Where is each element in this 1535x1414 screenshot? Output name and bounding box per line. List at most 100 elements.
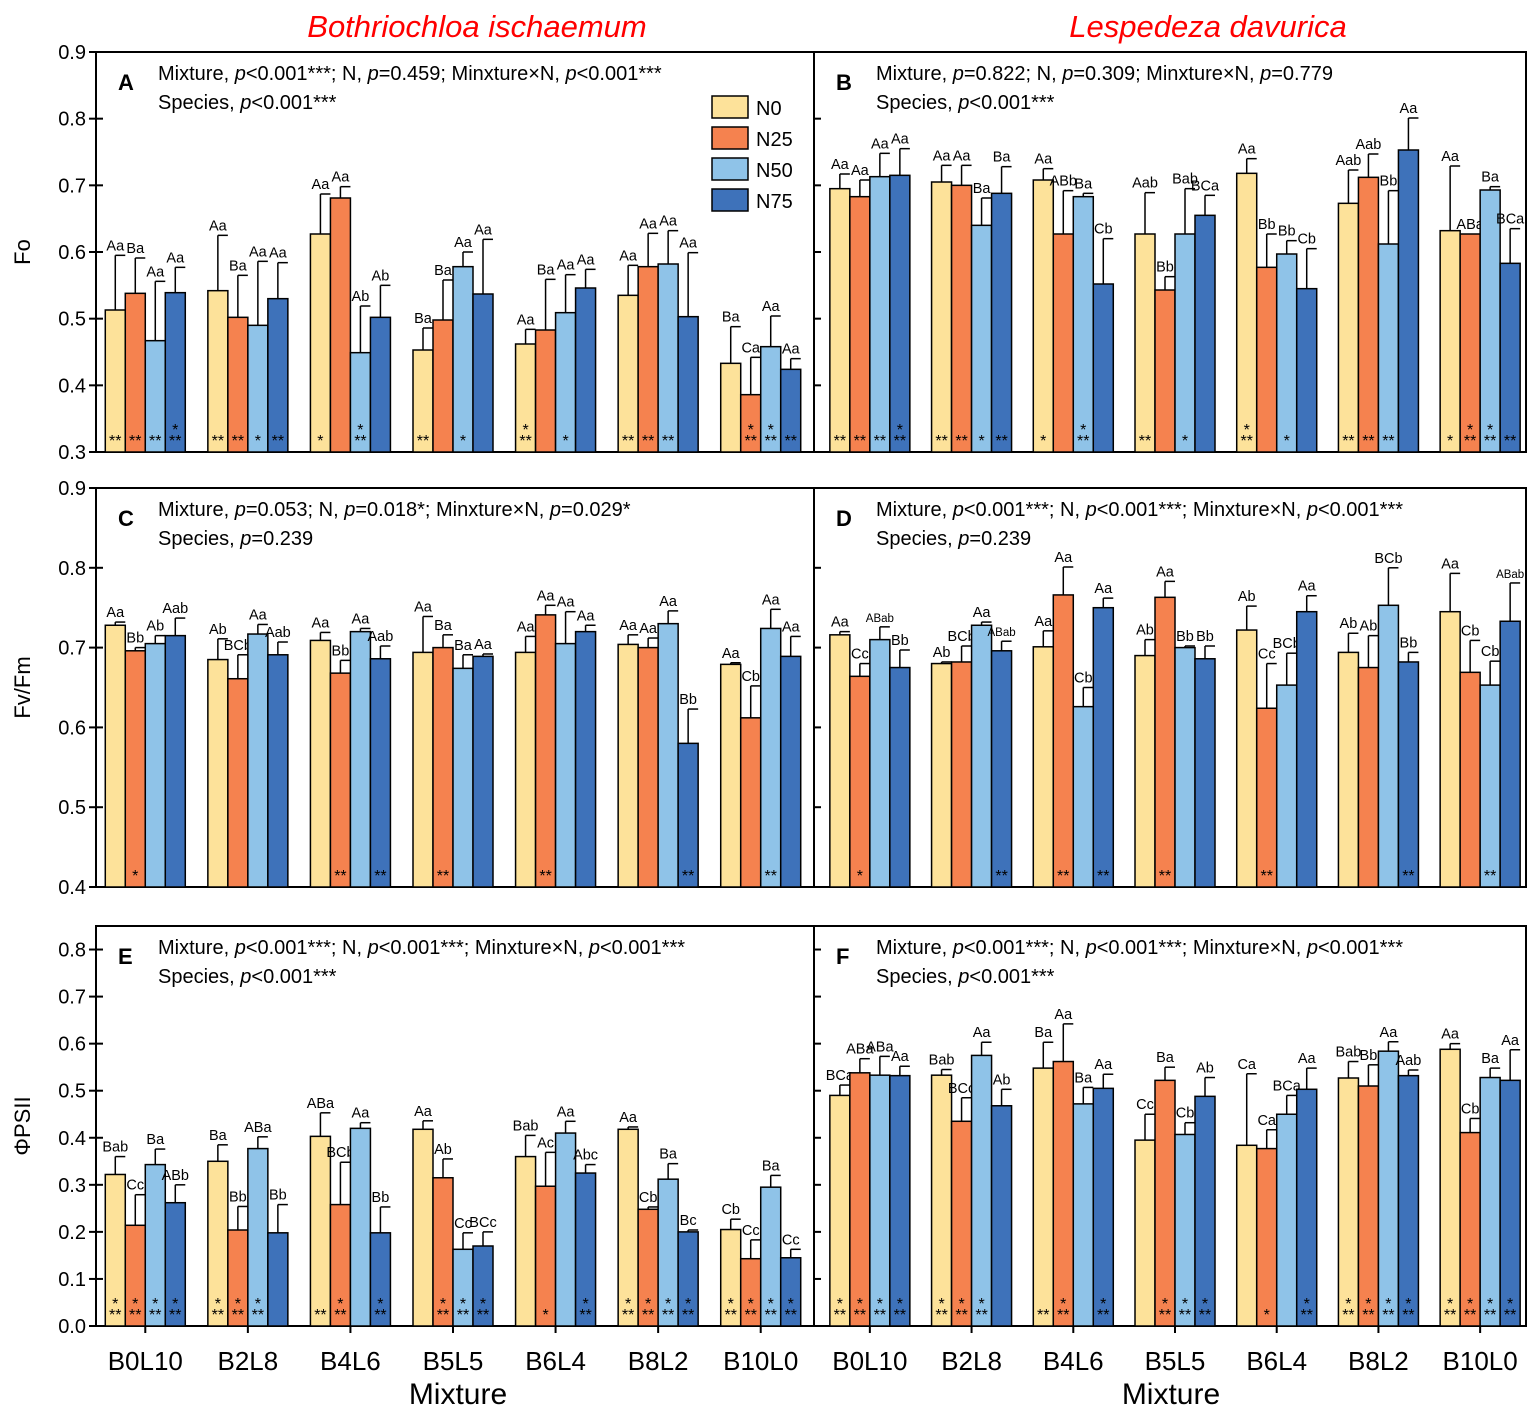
asterisk-mark: * bbox=[317, 433, 323, 450]
bar-n0 bbox=[412, 651, 434, 888]
x-tick-label: B5L5 bbox=[1145, 1346, 1206, 1376]
y-tick-label: 0.5 bbox=[58, 1081, 86, 1103]
significance-label: Aa bbox=[249, 607, 268, 623]
bar-n25 bbox=[1154, 596, 1176, 888]
significance-label: Aa bbox=[557, 258, 576, 274]
panel-letter: C bbox=[118, 506, 134, 531]
asterisk-mark: * bbox=[255, 433, 261, 450]
bar-n75 bbox=[1397, 1074, 1420, 1327]
asterisk-mark: ** bbox=[834, 1307, 846, 1324]
stats-line-2: Species, p<0.001*** bbox=[158, 92, 337, 114]
significance-label: BCc bbox=[469, 1215, 496, 1231]
significance-label: Aa bbox=[209, 218, 228, 234]
bar-n25 bbox=[739, 717, 762, 888]
significance-label: ABb bbox=[162, 1168, 189, 1184]
asterisk-mark: ** bbox=[682, 868, 694, 885]
asterisk-mark: * bbox=[1162, 1296, 1168, 1313]
panel-letter: A bbox=[118, 70, 134, 95]
significance-label: Aa bbox=[474, 637, 493, 653]
significance-label: Aa bbox=[639, 216, 658, 232]
asterisk-mark: ** bbox=[834, 433, 846, 450]
bar-n0 bbox=[1439, 1048, 1461, 1327]
stats-line-2: Species, p<0.001*** bbox=[158, 966, 337, 988]
asterisk-mark: ** bbox=[457, 1307, 469, 1324]
bar-n0 bbox=[1032, 179, 1055, 453]
asterisk-mark: ** bbox=[894, 1307, 906, 1324]
significance-label: Aab bbox=[1356, 137, 1382, 153]
bar-n25 bbox=[1052, 1060, 1075, 1327]
asterisk-mark: ** bbox=[1484, 433, 1496, 450]
x-tick-label: B0L10 bbox=[832, 1346, 907, 1376]
bar-n25 bbox=[124, 292, 147, 453]
asterisk-mark: ** bbox=[354, 433, 366, 450]
asterisk-mark: ** bbox=[1342, 1307, 1354, 1324]
bar-n50 bbox=[657, 622, 679, 888]
asterisk-mark: ** bbox=[894, 433, 906, 450]
asterisk-mark: ** bbox=[662, 433, 674, 450]
significance-label: Ba bbox=[722, 310, 741, 326]
significance-label: Aa bbox=[639, 621, 658, 637]
bar-n75 bbox=[1295, 610, 1318, 888]
asterisk-mark: ** bbox=[995, 433, 1007, 450]
significance-label: Aa bbox=[517, 619, 536, 635]
significance-label: Ba bbox=[762, 1158, 781, 1174]
bar-n75 bbox=[889, 1074, 911, 1327]
asterisk-mark: ** bbox=[334, 1307, 346, 1324]
significance-label: ABab bbox=[988, 627, 1016, 639]
significance-label: Ba bbox=[146, 1132, 165, 1148]
asterisk-mark: * bbox=[337, 1296, 343, 1313]
bar-n50 bbox=[1174, 646, 1196, 888]
x-tick-label: B2L8 bbox=[941, 1346, 1002, 1376]
significance-label: Ac bbox=[537, 1135, 554, 1151]
panel-c: 0.4 0.5 0.6 0.7 0.8 0.9 Fv/Fm C Mixture, p=0.053… bbox=[10, 478, 815, 899]
asterisk-mark: ** bbox=[622, 1307, 634, 1324]
asterisk-mark: * bbox=[1365, 1296, 1371, 1313]
asterisk-mark: * bbox=[1182, 1296, 1188, 1313]
asterisk-mark: * bbox=[1244, 422, 1250, 439]
significance-label: Cc bbox=[126, 1178, 144, 1194]
bar-n75 bbox=[1092, 283, 1115, 453]
bar-n0 bbox=[1439, 229, 1461, 453]
significance-label: Bb bbox=[372, 1190, 390, 1206]
asterisk-mark: * bbox=[1467, 1296, 1473, 1313]
bar-n0 bbox=[1337, 651, 1360, 888]
asterisk-mark: * bbox=[1060, 1296, 1066, 1313]
bar-n50 bbox=[970, 1054, 993, 1327]
significance-label: Aa bbox=[352, 611, 371, 627]
significance-label: Aa bbox=[831, 615, 850, 631]
x-tick-label: B2L8 bbox=[217, 1346, 278, 1376]
asterisk-mark: * bbox=[837, 1296, 843, 1313]
significance-label: Aa bbox=[1034, 614, 1053, 630]
significance-label: Aa bbox=[537, 588, 556, 604]
bar-n25 bbox=[637, 265, 659, 453]
y-tick-label: 0.5 bbox=[58, 797, 86, 819]
bar-n0 bbox=[930, 1074, 953, 1327]
stats-line-1: Mixture, p<0.001***; N, p<0.001***; Minx… bbox=[876, 499, 1403, 521]
asterisk-mark: * bbox=[857, 868, 863, 885]
asterisk-mark: * bbox=[748, 422, 754, 439]
y-tick-label: 0.8 bbox=[58, 940, 86, 962]
bar-n25 bbox=[124, 650, 147, 888]
bar-n50 bbox=[869, 1074, 891, 1327]
significance-label: Aa bbox=[659, 214, 678, 230]
bar-n75 bbox=[472, 655, 494, 888]
asterisk-mark: * bbox=[1304, 1296, 1310, 1313]
asterisk-mark: ** bbox=[374, 1307, 386, 1324]
asterisk-mark: ** bbox=[1159, 1307, 1171, 1324]
significance-label: Aa bbox=[891, 1049, 910, 1065]
bar-n75 bbox=[1194, 214, 1216, 453]
significance-label: Ba bbox=[414, 311, 433, 327]
significance-label: Aa bbox=[722, 646, 741, 662]
asterisk-mark: ** bbox=[437, 868, 449, 885]
bar-n0 bbox=[1032, 646, 1055, 888]
asterisk-mark: ** bbox=[622, 433, 634, 450]
significance-label: Bab bbox=[513, 1118, 539, 1134]
bar-n0 bbox=[1439, 610, 1461, 888]
x-tick-label: B4L6 bbox=[320, 1346, 381, 1376]
bar-n50 bbox=[970, 224, 993, 453]
significance-label: Ba bbox=[209, 1128, 228, 1144]
asterisk-mark: * bbox=[625, 1296, 631, 1313]
significance-label: BCa bbox=[1496, 212, 1525, 228]
bar-n0 bbox=[514, 651, 537, 888]
significance-label: Aa bbox=[106, 238, 125, 254]
